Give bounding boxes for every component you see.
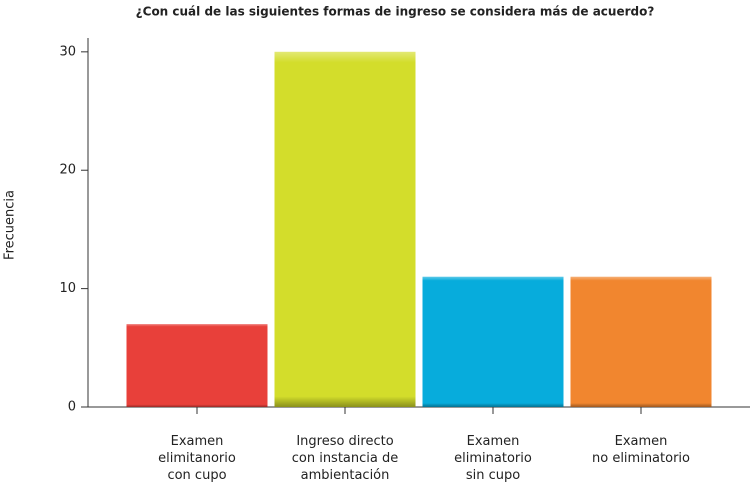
y-tick-label: 10	[59, 281, 76, 296]
bar-shade	[570, 276, 712, 407]
bar-shade	[126, 324, 268, 407]
x-tick-label-line: con cupo	[167, 468, 226, 483]
x-tick-label-line: Examen	[615, 434, 668, 449]
chart-title: ¿Con cuál de las siguientes formas de in…	[136, 5, 655, 19]
x-tick-label-line: con instancia de	[292, 451, 399, 466]
x-tick-label-line: Examen	[467, 434, 520, 449]
bar-shade	[422, 276, 564, 407]
x-tick-label-line: sin cupo	[466, 468, 520, 483]
x-tick-label: Ingreso directo con instancia de ambientac…	[292, 434, 399, 483]
y-tick-label: 0	[68, 400, 76, 415]
y-tick-label: 30	[59, 44, 76, 59]
x-tick-label-line: Ingreso directo	[296, 434, 393, 449]
x-tick-label-line: no eliminatorio	[592, 451, 690, 466]
x-tick-label: Examen eliminatorio sin cupo	[454, 434, 532, 483]
x-tick-label: Examen no eliminatorio	[592, 434, 690, 466]
x-tick-label-line: ambientación	[301, 468, 390, 483]
x-tick-label-line: eliminatorio	[454, 451, 532, 466]
bar-shade	[274, 51, 416, 407]
y-axis-label: Frecuencia	[3, 190, 18, 260]
y-tick-label: 20	[59, 163, 76, 178]
x-tick-label-line: Examen	[171, 434, 224, 449]
x-tick-label: Examen elimitanorio con cupo	[158, 434, 236, 483]
x-tick-label-line: elimitanorio	[158, 451, 236, 466]
